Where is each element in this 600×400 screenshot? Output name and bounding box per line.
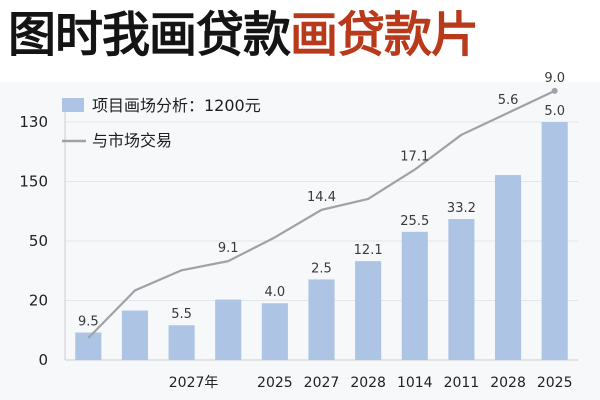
- y-tick-label: 50: [29, 232, 48, 250]
- bar-data-label: 4.0: [265, 285, 286, 300]
- bar-data-label: 12.1: [354, 243, 383, 258]
- bar: [448, 219, 475, 360]
- legend-label-line: 与市场交易: [92, 131, 172, 150]
- bar: [261, 303, 288, 360]
- line-data-label: 5.6: [498, 93, 519, 108]
- legend-label-bar: 项目画场分析：1200元: [92, 96, 261, 115]
- bar-series: [75, 122, 568, 360]
- legend-swatch-bar: [62, 98, 84, 112]
- gridlines: [65, 121, 578, 301]
- page-title: 图时我画贷款画贷款片: [8, 6, 479, 64]
- line-data-label: 14.4: [307, 190, 336, 205]
- bar: [121, 310, 149, 360]
- x-tick-label: 2028: [350, 375, 386, 391]
- x-tick-label: 2011: [444, 375, 480, 391]
- bar: [541, 122, 568, 360]
- line-series: [87, 87, 558, 339]
- line-point: [551, 87, 558, 94]
- line-data-label: 17.1: [400, 150, 429, 165]
- bar-data-label: 5.0: [544, 104, 565, 119]
- y-tick-label: 0: [38, 351, 48, 369]
- line-path: [87, 89, 556, 339]
- bar-data-label: 9.5: [78, 315, 99, 330]
- bar: [355, 261, 382, 360]
- y-tick-label: 130: [19, 113, 48, 131]
- data-labels: 9.5 5.5 4.0 2.5 12.1 25.5 33.2 5.0 9.1 14.4 17.1 5.…: [78, 71, 565, 330]
- x-tick-label: 2027年: [169, 375, 219, 391]
- line-data-label: 9.0: [544, 71, 565, 86]
- bar: [308, 279, 335, 360]
- title-part-red: 画贷款片: [290, 7, 479, 63]
- x-tick-label: 2027: [304, 375, 340, 391]
- bar: [215, 299, 242, 360]
- x-tick-label: 2028: [490, 375, 526, 391]
- axes: 0 20 50 150 130 2027年 2025 2027 2028 1014 2011 2028…: [19, 112, 578, 391]
- title-part-dark: 图时我画贷款: [8, 7, 291, 63]
- bar-data-label: 33.2: [447, 201, 476, 216]
- bar-data-label: 2.5: [311, 261, 332, 276]
- bar: [494, 175, 522, 360]
- line-data-label: 9.1: [218, 241, 239, 256]
- bar-data-label: 5.5: [171, 307, 192, 322]
- bar-data-label: 25.5: [400, 214, 429, 229]
- bar: [401, 231, 428, 360]
- y-tick-label: 20: [29, 292, 48, 310]
- y-tick-label: 150: [19, 173, 48, 191]
- x-tick-label: 1014: [397, 375, 433, 391]
- x-tick-label: 2025: [257, 375, 293, 391]
- x-tick-label: 2025: [537, 375, 573, 391]
- bar: [168, 325, 195, 360]
